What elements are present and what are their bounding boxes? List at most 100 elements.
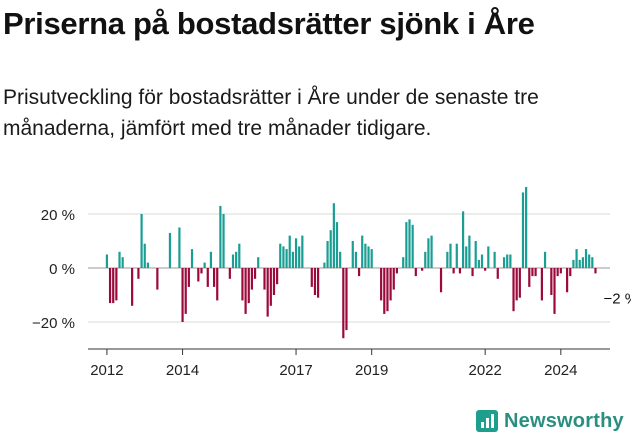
bar xyxy=(156,268,159,290)
axes: 20 % 0 % −20 % 2012 2014 2017 2019 2022 2024 −2 % xyxy=(32,207,631,379)
bar xyxy=(389,268,392,301)
bar xyxy=(146,262,149,268)
bar xyxy=(197,268,200,282)
bar xyxy=(591,257,594,268)
chart-subtitle: Prisutveckling för bostadsrätter i Åre u… xyxy=(3,86,539,140)
bar xyxy=(392,268,395,290)
bar xyxy=(203,262,206,268)
bar xyxy=(370,249,373,268)
bar xyxy=(474,241,477,268)
bar xyxy=(528,268,531,287)
bar xyxy=(266,268,269,317)
bar xyxy=(143,243,146,268)
bars xyxy=(105,187,597,339)
bar xyxy=(316,268,320,298)
bar xyxy=(525,187,528,268)
bar xyxy=(449,243,452,268)
bar xyxy=(487,246,490,268)
bar xyxy=(458,268,462,274)
bar xyxy=(190,249,194,268)
bar xyxy=(209,251,213,268)
bar xyxy=(572,259,575,268)
bar xyxy=(543,251,547,268)
bar xyxy=(484,268,487,271)
bar xyxy=(550,268,553,295)
bar xyxy=(112,268,115,304)
bar xyxy=(465,246,468,268)
bar xyxy=(553,268,556,314)
bar xyxy=(559,268,562,274)
bar xyxy=(231,254,235,268)
bar xyxy=(131,268,134,306)
bar xyxy=(367,246,370,268)
bar xyxy=(238,243,241,268)
bar xyxy=(408,219,411,268)
bar xyxy=(294,238,298,268)
bar xyxy=(411,224,414,268)
bar xyxy=(121,257,124,268)
newsworthy-logo: Newsworthy xyxy=(476,408,624,434)
bar xyxy=(342,268,345,339)
bar xyxy=(512,268,515,312)
bar xyxy=(480,254,484,268)
bar xyxy=(212,268,216,287)
x-tick-label: 2022 xyxy=(468,362,501,379)
bar xyxy=(402,257,405,268)
bar xyxy=(566,268,569,293)
x-tick-label: 2019 xyxy=(355,362,388,379)
bar xyxy=(216,268,219,301)
x-tick-label: 2012 xyxy=(90,362,123,379)
bar xyxy=(184,268,187,314)
bar xyxy=(140,214,143,268)
bar xyxy=(335,222,339,268)
bar xyxy=(279,243,282,268)
bar xyxy=(455,243,458,268)
newsworthy-logo-icon xyxy=(476,410,498,432)
bar xyxy=(244,268,247,314)
bar xyxy=(509,254,512,268)
bar xyxy=(424,251,427,268)
bar xyxy=(477,259,480,268)
bar xyxy=(178,227,181,268)
bar xyxy=(578,259,581,268)
bar xyxy=(291,251,294,268)
bar xyxy=(496,268,499,279)
bar xyxy=(427,238,430,268)
bar xyxy=(506,254,509,268)
x-tick-label: 2014 xyxy=(166,362,199,379)
bar xyxy=(364,243,367,268)
bar xyxy=(383,268,386,314)
chart-title: Priserna på bostadsrätter sjönk i Åre xyxy=(3,6,535,41)
x-tick-label: 2017 xyxy=(279,362,312,379)
bar xyxy=(386,268,389,312)
bar xyxy=(247,268,250,304)
bar xyxy=(521,192,525,268)
bar xyxy=(105,254,109,268)
bar xyxy=(137,268,140,279)
bar xyxy=(332,203,335,268)
bar xyxy=(515,268,518,301)
bar xyxy=(323,262,326,268)
bar xyxy=(339,251,342,268)
bar xyxy=(187,268,190,287)
bar xyxy=(575,249,578,268)
bar xyxy=(421,268,424,271)
bar xyxy=(556,268,559,277)
bar xyxy=(288,235,291,268)
bar xyxy=(272,268,276,295)
bar xyxy=(361,235,364,268)
bar xyxy=(502,257,506,268)
last-value-label: −2 % xyxy=(603,290,631,307)
bar xyxy=(531,268,534,277)
x-tick-label: 2024 xyxy=(544,362,577,379)
bar xyxy=(439,268,443,293)
bar xyxy=(569,268,572,277)
bar xyxy=(222,214,225,268)
bar xyxy=(276,268,279,285)
bar xyxy=(228,268,231,279)
bar xyxy=(206,268,209,287)
bar xyxy=(253,268,257,279)
bar xyxy=(354,251,358,268)
brand-name: Newsworthy xyxy=(504,409,624,432)
